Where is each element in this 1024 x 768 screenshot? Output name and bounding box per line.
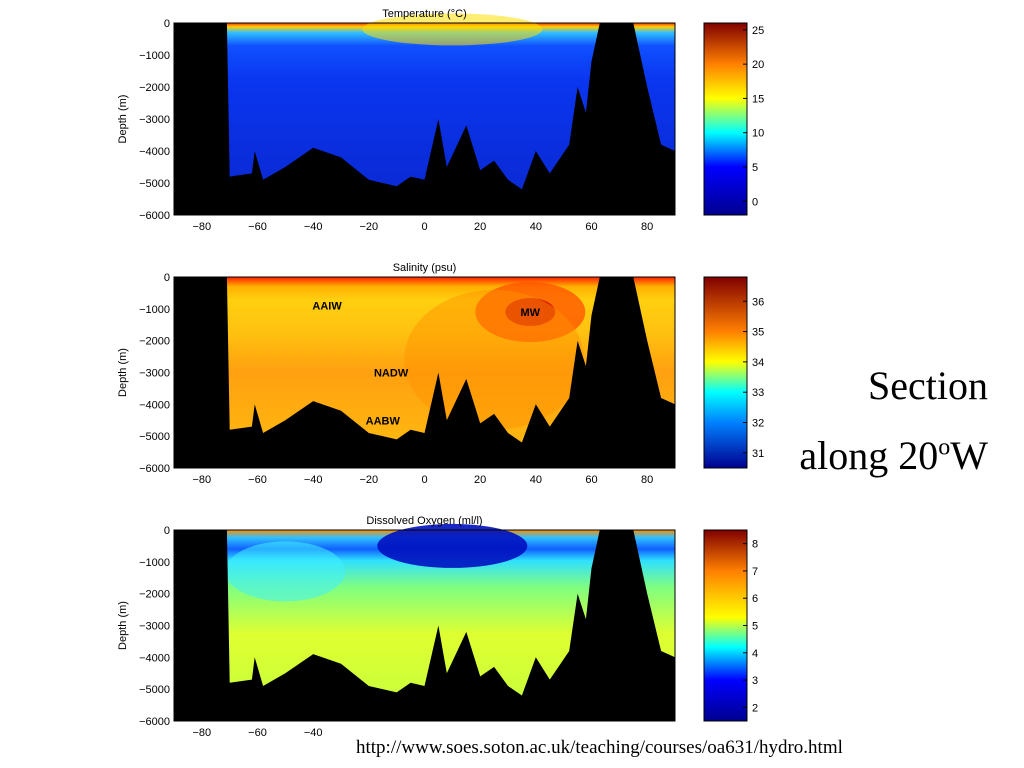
colorbar-tick-label: 3 xyxy=(752,675,758,687)
colorbar-tick-label: 15 xyxy=(752,93,764,105)
colorbar-tick-label: 10 xyxy=(752,128,764,140)
y-tick-label: −3000 xyxy=(139,368,170,380)
colorbar-tick-label: 0 xyxy=(752,196,758,208)
y-tick-label: −2000 xyxy=(139,589,170,601)
colorbar: 0 5 10 15 20 25 xyxy=(703,22,764,216)
x-tick-label: −60 xyxy=(248,727,267,739)
colorbar: 31 32 33 34 35 36 xyxy=(703,276,764,469)
slide-title-line2: along 20oW xyxy=(799,432,988,479)
colorbar-tick-label: 8 xyxy=(752,539,758,551)
y-tick-label: −2000 xyxy=(139,82,170,94)
colorbar-bar xyxy=(703,529,748,722)
water-mass-label: AABW xyxy=(366,415,401,427)
slide-title-line1: Section xyxy=(868,363,988,408)
chart-title: Dissolved Oxygen (ml/l) xyxy=(366,515,482,527)
y-tick-label: −6000 xyxy=(139,716,170,728)
water-mass-label: NADW xyxy=(374,368,409,380)
water-mass-label: AAIW xyxy=(312,301,342,313)
y-tick-label: −3000 xyxy=(139,621,170,633)
x-tick-label: 20 xyxy=(474,474,486,486)
colorbar-tick-label: 2 xyxy=(752,702,758,714)
x-tick-label: −40 xyxy=(304,474,323,486)
chart-title: Temperature (°C) xyxy=(382,8,466,20)
seafloor-bathymetry xyxy=(174,23,675,215)
colorbar-tick-label: 20 xyxy=(752,59,764,71)
y-tick-label: −5000 xyxy=(139,178,170,190)
x-tick-label: −60 xyxy=(248,221,267,233)
colorbar-tick-label: 5 xyxy=(752,621,758,633)
seafloor-bathymetry xyxy=(174,530,675,721)
chart-panel-3: Dissolved Oxygen (ml/l) 0 −1000 −2000 −3000 −… xyxy=(117,515,758,739)
x-tick-label: −80 xyxy=(192,727,211,739)
chart-title: Salinity (psu) xyxy=(393,262,457,274)
x-tick-label: −80 xyxy=(192,221,211,233)
colorbar-tick-label: 5 xyxy=(752,162,758,174)
y-tick-label: −3000 xyxy=(139,114,170,126)
colorbar-tick-label: 33 xyxy=(752,387,764,399)
omz-lobe xyxy=(377,523,528,568)
colorbar-tick-label: 34 xyxy=(752,357,764,369)
colorbar: 2 3 4 5 6 7 8 xyxy=(703,529,758,722)
colorbar-bar xyxy=(703,22,748,216)
thermocline-lobe xyxy=(362,13,543,46)
colorbar-tick-label: 25 xyxy=(752,25,764,37)
x-tick-label: 0 xyxy=(421,221,427,233)
x-tick-label: −20 xyxy=(359,474,378,486)
x-tick-label: −40 xyxy=(304,221,323,233)
y-tick-label: 0 xyxy=(164,525,170,537)
x-tick-label: 80 xyxy=(641,474,653,486)
x-tick-label: −60 xyxy=(248,474,267,486)
colorbar-tick-label: 31 xyxy=(752,448,764,460)
title-text: along 20 xyxy=(799,433,939,478)
colorbar-tick-label: 35 xyxy=(752,327,764,339)
seafloor-bathymetry xyxy=(174,277,675,468)
colorbar-tick-label: 7 xyxy=(752,566,758,578)
y-tick-label: −6000 xyxy=(139,210,170,222)
y-tick-label: 0 xyxy=(164,18,170,30)
y-tick-label: 0 xyxy=(164,272,170,284)
y-tick-label: −1000 xyxy=(139,50,170,62)
colorbar-tick-label: 32 xyxy=(752,418,764,430)
y-tick-label: −4000 xyxy=(139,146,170,158)
mw-core xyxy=(505,298,556,327)
chart-panel-2: Salinity (psu) 0 −1000 −2000 −3000 −4000 −5000… xyxy=(117,262,764,486)
x-tick-label: 60 xyxy=(585,474,597,486)
degree-superscript: o xyxy=(938,434,951,461)
water-mass-label: MW xyxy=(520,307,540,319)
y-tick-label: −1000 xyxy=(139,304,170,316)
aaiw-lobe xyxy=(225,541,346,602)
y-tick-label: −1000 xyxy=(139,557,170,569)
continent-south xyxy=(174,23,227,215)
y-axis-label: Depth (m) xyxy=(117,348,129,397)
y-tick-label: −4000 xyxy=(139,399,170,411)
chart-panel-1: Temperature (°C)0−1000−2000−3000−4000−50… xyxy=(117,8,764,233)
colorbar-tick-label: 36 xyxy=(752,296,764,308)
continent-south xyxy=(174,530,227,721)
x-tick-label: 20 xyxy=(474,221,486,233)
x-tick-label: 80 xyxy=(641,221,653,233)
x-tick-label: 60 xyxy=(585,221,597,233)
y-axis-label: Depth (m) xyxy=(117,95,129,144)
nadw-lobe xyxy=(404,289,585,430)
x-tick-label: 40 xyxy=(530,474,542,486)
y-axis-label: Depth (m) xyxy=(117,601,129,650)
x-tick-label: −40 xyxy=(304,727,323,739)
source-url[interactable]: http://www.soes.soton.ac.uk/teaching/cou… xyxy=(356,737,843,758)
colorbar-bar xyxy=(703,276,748,469)
y-tick-label: −2000 xyxy=(139,336,170,348)
title-suffix: W xyxy=(950,433,988,478)
y-tick-label: −6000 xyxy=(139,463,170,475)
y-tick-label: −4000 xyxy=(139,652,170,664)
x-tick-label: −20 xyxy=(359,221,378,233)
colorbar-tick-label: 6 xyxy=(752,593,758,605)
x-tick-label: 40 xyxy=(530,221,542,233)
continent-south xyxy=(174,277,227,468)
y-tick-label: −5000 xyxy=(139,684,170,696)
colorbar-tick-label: 4 xyxy=(752,648,758,660)
y-tick-label: −5000 xyxy=(139,431,170,443)
x-tick-label: −80 xyxy=(192,474,211,486)
x-tick-label: 0 xyxy=(421,474,427,486)
